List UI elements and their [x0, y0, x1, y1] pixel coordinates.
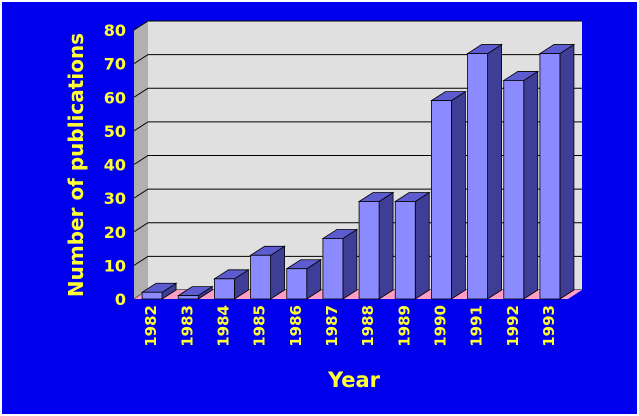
bar-1986	[285, 259, 323, 300]
bar-1991	[466, 43, 503, 300]
bar-front	[539, 53, 561, 300]
x-tick-1986: 1986	[287, 305, 305, 347]
bar-front	[214, 278, 235, 300]
x-axis-ticks: 1982 1983 1984 1985 1986 1987 1988 1989 1990 1991…	[142, 305, 558, 347]
bar-1987	[321, 228, 359, 300]
x-tick-1983: 1983	[178, 305, 196, 347]
y-tick-10: 10	[104, 256, 126, 275]
bar-front	[431, 100, 452, 300]
bar-front	[322, 238, 344, 300]
x-tick-1987: 1987	[323, 305, 341, 347]
bar-side	[342, 228, 358, 300]
bar-side	[523, 70, 539, 300]
x-axis-title: Year	[327, 368, 381, 392]
y-axis-ticks: 0 10 20 30 40 50 60 70 80	[104, 21, 126, 309]
x-tick-1984: 1984	[214, 305, 232, 347]
bar-front	[503, 80, 525, 300]
x-tick-1991: 1991	[468, 305, 486, 347]
bar-side	[378, 191, 394, 300]
bar-front	[250, 254, 271, 300]
x-tick-1988: 1988	[359, 305, 377, 347]
bar-1982	[140, 282, 178, 300]
y-tick-70: 70	[104, 55, 126, 74]
bar-side	[487, 43, 502, 300]
x-tick-1982: 1982	[142, 305, 160, 347]
bar-1989	[393, 191, 431, 300]
bar-1983	[176, 285, 214, 300]
gridline-70	[133, 54, 582, 65]
bar-front	[286, 268, 308, 300]
bar-front	[141, 291, 163, 300]
y-tick-50: 50	[104, 122, 126, 141]
bar-front	[177, 295, 199, 300]
bar-1990	[430, 90, 467, 300]
y-tick-0: 0	[115, 290, 126, 309]
y-tick-40: 40	[104, 156, 126, 175]
gridline-80	[133, 20, 582, 31]
y-tick-20: 20	[104, 223, 126, 242]
bar-1988	[357, 191, 395, 300]
x-tick-1985: 1985	[251, 305, 269, 347]
bar-side	[451, 90, 466, 300]
bar-side	[414, 191, 430, 300]
bar-front	[358, 201, 380, 300]
bar-side	[559, 43, 575, 300]
y-tick-80: 80	[104, 21, 126, 40]
bar-front	[467, 53, 488, 300]
bar-1985	[249, 245, 286, 300]
bar-1992	[502, 70, 540, 300]
bar-1993	[538, 43, 576, 300]
y-tick-60: 60	[104, 88, 126, 107]
bars	[140, 43, 576, 300]
x-tick-1989: 1989	[395, 305, 413, 347]
y-tick-30: 30	[104, 189, 126, 208]
x-tick-1993: 1993	[540, 305, 558, 347]
bar-front	[394, 201, 416, 300]
x-tick-1992: 1992	[504, 305, 522, 347]
gridline-60	[133, 87, 582, 98]
x-tick-1990: 1990	[431, 305, 449, 347]
y-axis-title: Number of publications	[64, 33, 88, 297]
bar-1984	[213, 269, 250, 300]
